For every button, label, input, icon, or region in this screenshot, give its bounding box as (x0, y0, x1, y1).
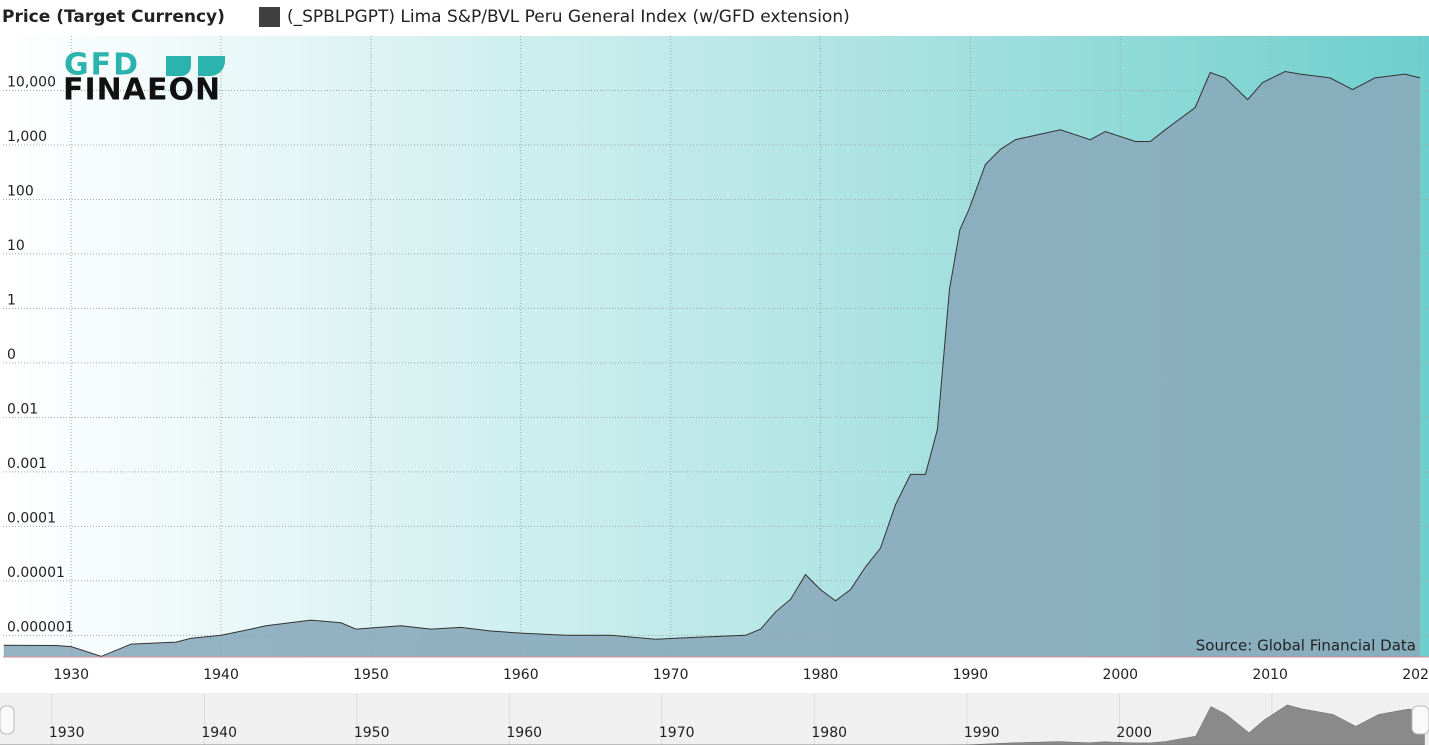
y-tick-label: 10 (7, 238, 25, 254)
y-tick-label: 1,000 (7, 129, 47, 145)
x-tick-label: 2000 (1102, 667, 1138, 683)
x-tick-label: 1950 (353, 667, 389, 683)
legend-label[interactable]: (_SPBLPGPT) Lima S&P/BVL Peru General In… (287, 7, 850, 27)
navigator-tick-label: 1980 (811, 725, 847, 741)
navigator-handle[interactable] (0, 705, 15, 735)
logo: GFD FINAEON (63, 48, 225, 108)
logo-leaves (166, 56, 225, 76)
x-tick-label: 2010 (1252, 667, 1288, 683)
x-tick-label: 1980 (803, 667, 839, 683)
line (3, 70, 1421, 657)
navigator-tick-label: 2000 (1116, 725, 1152, 741)
y-tick-label: 100 (7, 183, 34, 199)
x-tick-label: 1990 (953, 667, 989, 683)
navigator-tick-label: 1960 (506, 725, 542, 741)
source: Source: Global Financial Data (1196, 637, 1416, 655)
y-tick-label: 0.000001 (7, 619, 74, 635)
x-tick-label: 2020 (1402, 667, 1429, 683)
x-tick-label: 1960 (503, 667, 539, 683)
y-tick-label: 10,000 (7, 74, 56, 90)
y-tick-label: 0.00001 (7, 565, 65, 581)
plot (3, 70, 1421, 657)
x-tick-label: 1970 (653, 667, 689, 683)
y-tick-label: 0.0001 (7, 510, 56, 526)
logo-bottom: FINAEON (63, 73, 221, 108)
navigator-area (0, 704, 1425, 745)
y-tick-label: 0 (7, 347, 16, 363)
navigator-tick-label: 1940 (201, 725, 237, 741)
y-tick-label: 1 (7, 292, 16, 308)
y-tick-label: 0.001 (7, 456, 47, 472)
x-tick-label: 1930 (53, 667, 89, 683)
navigator-tick-label: 1970 (659, 725, 695, 741)
legend-title: Price (Target Currency) (2, 7, 225, 27)
navigator-tick-label: 1930 (49, 725, 85, 741)
navigator (0, 693, 1429, 745)
y-tick-label: 0.01 (7, 401, 38, 417)
navigator-tick-label: 1990 (964, 725, 1000, 741)
navigator-handle[interactable] (1411, 705, 1429, 735)
x-tick-label: 1940 (203, 667, 239, 683)
logo-top: GFD (64, 48, 140, 83)
navigator-tick-label: 1950 (354, 725, 390, 741)
legend-swatch (259, 7, 280, 27)
area (3, 71, 1421, 657)
